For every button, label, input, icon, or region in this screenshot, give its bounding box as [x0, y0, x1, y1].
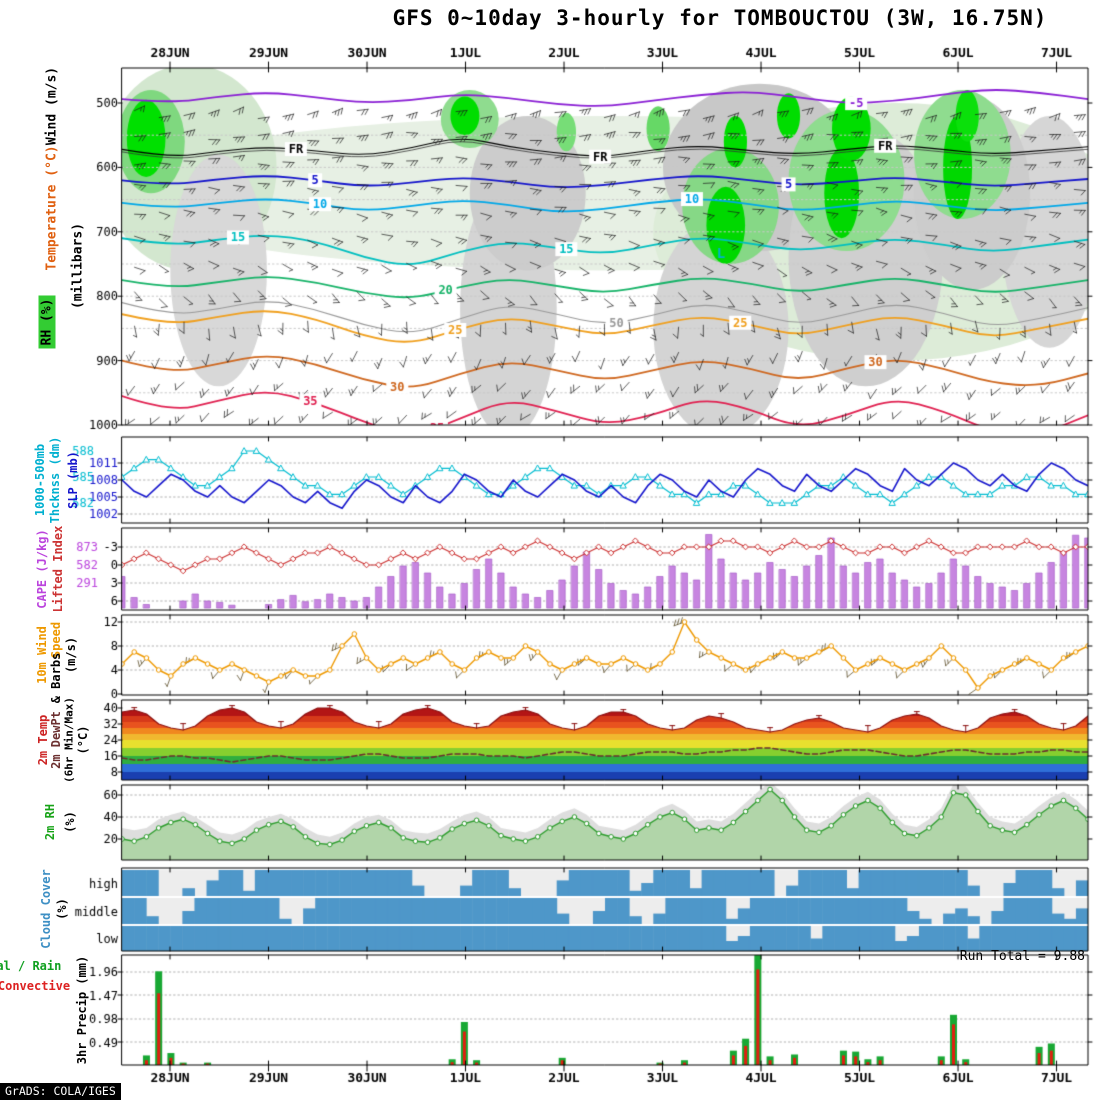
- side-label-convective: Convective: [0, 979, 71, 993]
- side-label-2m-temp: 2m Temp: [36, 714, 50, 766]
- side-label--barbs: & Barbs: [49, 652, 63, 704]
- side-label-wind-m-s-: Wind (m/s): [44, 66, 60, 146]
- side-label-temperature-c-: Temperature (°C): [44, 145, 60, 271]
- side-label-10m-wind: 10m Wind: [35, 626, 49, 684]
- side-label-thcknss-dm-: Thcknss (dm): [48, 436, 62, 524]
- side-label-cape-j-kg-: CAPE (J/kg): [35, 529, 49, 609]
- grads-credit: GrADS: COLA/IGES: [0, 1083, 121, 1100]
- side-label-2m-rh: 2m RH: [43, 803, 57, 841]
- chart-title: GFS 0~10day 3-hourly for TOMBOUCTOU (3W,…: [392, 6, 1048, 30]
- side-label-2m-dewpt: 2m DewPt: [49, 711, 63, 769]
- side-label-lifted-index: Lifted Index: [51, 525, 65, 613]
- side-label--c-: (°C): [76, 725, 90, 755]
- side-label--: (%): [55, 898, 69, 920]
- side-label-rh-: RH (%): [38, 295, 56, 349]
- side-label-3hr-precip-mm-: 3hr Precip (mm): [75, 955, 89, 1065]
- side-label--: (%): [63, 811, 77, 833]
- side-label-cloud-cover: Cloud Cover: [39, 869, 53, 949]
- side-label--6hr-min-max-: (6hr Min/Max): [62, 696, 76, 784]
- side-label-slp-mb-: SLP (mb): [66, 451, 80, 509]
- side-label--millibars-: (millibars): [70, 222, 86, 310]
- side-label-1000-500mb: 1000-500mb: [33, 443, 47, 517]
- side-label-total-rain: Total / Rain: [0, 959, 62, 973]
- side-label--m-s-: (m/s): [64, 636, 78, 674]
- run-total-label: Run Total = 9.88: [959, 949, 1085, 964]
